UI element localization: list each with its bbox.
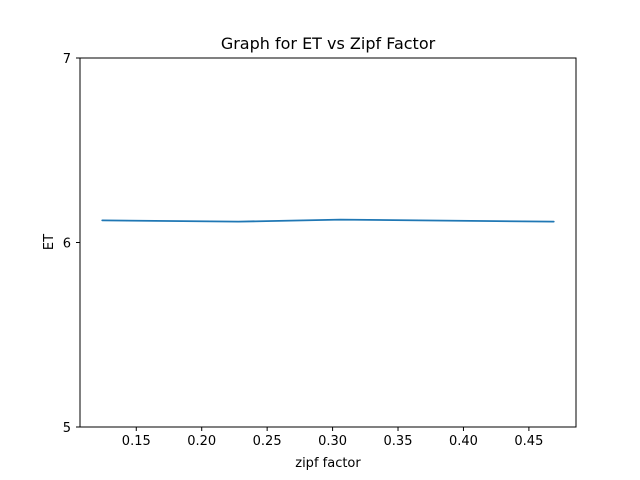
series-line bbox=[101, 218, 555, 223]
y-tick-label: 5 bbox=[63, 421, 71, 436]
axis-ticks: 0.15 0.20 0.25 0.30 0.35 0.40 0.45 5 6 7 bbox=[63, 52, 544, 449]
y-tick-label: 7 bbox=[63, 52, 71, 67]
x-axis-label: zipf factor bbox=[295, 456, 361, 471]
plot-frame bbox=[79, 57, 577, 428]
x-tick-label: 0.20 bbox=[187, 434, 216, 449]
y-tick-label: 6 bbox=[63, 237, 71, 252]
plot-area bbox=[101, 218, 555, 223]
x-tick-label: 0.25 bbox=[253, 434, 282, 449]
y-axis-label: ET bbox=[42, 234, 57, 250]
x-tick-label: 0.45 bbox=[514, 434, 543, 449]
x-tick-label: 0.30 bbox=[318, 434, 347, 449]
x-tick-label: 0.15 bbox=[122, 434, 151, 449]
x-tick-label: 0.35 bbox=[384, 434, 413, 449]
chart-title: Graph for ET vs Zipf Factor bbox=[221, 34, 436, 53]
x-tick-label: 0.40 bbox=[449, 434, 478, 449]
